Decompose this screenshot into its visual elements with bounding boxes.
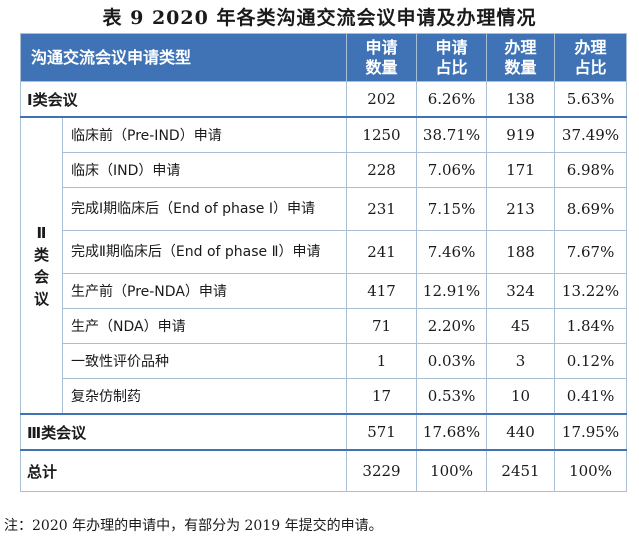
table-row-class1: Ⅰ类会议 202 6.26% 138 5.63% bbox=[19, 81, 628, 118]
apply-count: 231 bbox=[346, 187, 418, 231]
apply-ratio: 0.03% bbox=[416, 343, 488, 379]
row-label: 生产（NDA）申请 bbox=[61, 308, 348, 344]
row-label: 完成Ⅱ期临床后（End of phase Ⅱ）申请 bbox=[61, 230, 348, 274]
meeting-table: 沟通交流会议申请类型 申请 数量 申请 占比 办理 数量 办理 占比 Ⅰ类会议 … bbox=[19, 33, 628, 492]
row-label: Ⅲ类会议 bbox=[19, 413, 348, 451]
handle-ratio: 1.84% bbox=[554, 308, 628, 344]
table-row: 临床（IND）申请 228 7.06% 171 6.98% bbox=[21, 152, 628, 188]
handle-ratio: 8.69% bbox=[554, 187, 628, 231]
footnote: 注：2020 年办理的申请中，有部分为 2019 年提交的申请。 bbox=[4, 518, 383, 534]
class2-char: 议 bbox=[33, 289, 49, 308]
table-row: 完成Ⅰ期临床后（End of phase Ⅰ）申请 231 7.15% 213 … bbox=[21, 187, 628, 231]
handle-count: 324 bbox=[486, 273, 556, 309]
handle-ratio: 6.98% bbox=[554, 152, 628, 188]
table-row: 一致性评价品种 1 0.03% 3 0.12% bbox=[21, 343, 628, 379]
apply-ratio: 7.15% bbox=[416, 187, 488, 231]
apply-count: 241 bbox=[346, 230, 418, 274]
apply-count: 3229 bbox=[346, 449, 418, 492]
apply-count: 417 bbox=[346, 273, 418, 309]
apply-count: 71 bbox=[346, 308, 418, 344]
handle-count: 10 bbox=[486, 378, 556, 415]
handle-ratio: 17.95% bbox=[554, 413, 628, 451]
handle-ratio: 0.12% bbox=[554, 343, 628, 379]
handle-count: 45 bbox=[486, 308, 556, 344]
row-label: 一致性评价品种 bbox=[61, 343, 348, 379]
apply-ratio: 17.68% bbox=[416, 413, 488, 451]
header-row: 沟通交流会议申请类型 申请 数量 申请 占比 办理 数量 办理 占比 bbox=[19, 33, 628, 82]
header-apply-count: 申请 数量 bbox=[346, 33, 418, 82]
apply-count: 571 bbox=[346, 413, 418, 451]
table-title: 表 9 2020 年各类沟通交流会议申请及办理情况 bbox=[102, 7, 537, 29]
handle-count: 171 bbox=[486, 152, 556, 188]
row-label: 临床（IND）申请 bbox=[61, 152, 348, 188]
apply-ratio: 38.71% bbox=[416, 116, 488, 153]
apply-ratio: 0.53% bbox=[416, 378, 488, 415]
apply-ratio: 12.91% bbox=[416, 273, 488, 309]
table-row-class3: Ⅲ类会议 571 17.68% 440 17.95% bbox=[19, 413, 628, 451]
row-label: 完成Ⅰ期临床后（End of phase Ⅰ）申请 bbox=[61, 187, 348, 231]
header-type: 沟通交流会议申请类型 bbox=[19, 33, 348, 82]
handle-count: 188 bbox=[486, 230, 556, 274]
table-row: 生产（NDA）申请 71 2.20% 45 1.84% bbox=[21, 308, 628, 344]
apply-ratio: 6.26% bbox=[416, 81, 488, 118]
class2-label: Ⅱ 类 会 议 bbox=[20, 116, 63, 415]
handle-count: 3 bbox=[486, 343, 556, 379]
apply-count: 1 bbox=[346, 343, 418, 379]
class2-char: 类 bbox=[33, 245, 49, 264]
handle-ratio: 0.41% bbox=[554, 378, 628, 415]
handle-count: 213 bbox=[486, 187, 556, 231]
handle-count: 919 bbox=[486, 116, 556, 153]
header-handle-count: 办理 数量 bbox=[486, 33, 556, 82]
table-row: Ⅱ 类 会 议 临床前（Pre-IND）申请 1250 38.71% 919 3… bbox=[20, 116, 628, 415]
handle-ratio: 37.49% bbox=[554, 116, 628, 153]
handle-count: 2451 bbox=[486, 449, 556, 492]
apply-ratio: 7.06% bbox=[416, 152, 488, 188]
row-label: Ⅰ类会议 bbox=[19, 81, 348, 118]
apply-ratio: 2.20% bbox=[416, 308, 488, 344]
class2-char: 会 bbox=[33, 267, 49, 286]
handle-count: 138 bbox=[486, 81, 556, 118]
handle-ratio: 13.22% bbox=[554, 273, 628, 309]
apply-count: 1250 bbox=[346, 116, 418, 153]
header-apply-ratio: 申请 占比 bbox=[416, 33, 488, 82]
apply-count: 202 bbox=[346, 81, 418, 118]
table-row: 生产前（Pre-NDA）申请 417 12.91% 324 13.22% bbox=[21, 273, 628, 309]
apply-count: 228 bbox=[346, 152, 418, 188]
table-row: 完成Ⅱ期临床后（End of phase Ⅱ）申请 241 7.46% 188 … bbox=[21, 230, 628, 274]
handle-ratio: 5.63% bbox=[554, 81, 628, 118]
handle-count: 440 bbox=[486, 413, 556, 451]
class2-char: Ⅱ bbox=[36, 223, 47, 242]
row-label: 生产前（Pre-NDA）申请 bbox=[61, 273, 348, 309]
apply-ratio: 7.46% bbox=[416, 230, 488, 274]
apply-count: 17 bbox=[346, 378, 418, 415]
table-row-total: 总计 3229 100% 2451 100% bbox=[19, 449, 628, 492]
row-label: 总计 bbox=[19, 449, 348, 492]
handle-ratio: 7.67% bbox=[554, 230, 628, 274]
handle-ratio: 100% bbox=[554, 449, 628, 492]
table-row: 复杂仿制药 17 0.53% 10 0.41% bbox=[21, 378, 628, 415]
row-label: 复杂仿制药 bbox=[61, 378, 348, 415]
header-handle-ratio: 办理 占比 bbox=[554, 33, 628, 82]
apply-ratio: 100% bbox=[416, 449, 488, 492]
row-label: 临床前（Pre-IND）申请 bbox=[61, 116, 348, 153]
